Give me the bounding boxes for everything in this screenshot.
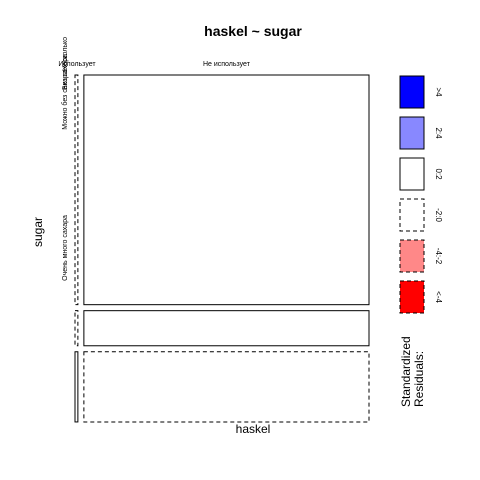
mosaic-tile (83, 74, 370, 306)
x-axis-label: haskel (236, 422, 271, 436)
y-axis-label: sugar (31, 217, 45, 247)
legend-label: 2:4 (434, 127, 443, 139)
legend-swatch (399, 157, 425, 191)
y-category-label-overlap: Несколько (62, 37, 69, 71)
legend-swatch (399, 198, 425, 232)
mosaic-tiles (74, 74, 370, 423)
x-category-label: Не использует (203, 61, 251, 68)
legend-swatch (399, 75, 425, 109)
mosaic-tile (83, 310, 370, 347)
legend-label: 0:2 (434, 168, 443, 180)
legend-swatch (399, 239, 425, 273)
legend-label: -4:-2 (434, 248, 443, 265)
y-category-label: Очень много сахара (62, 215, 69, 281)
mosaic-tile (74, 74, 79, 306)
legend-label: >4 (434, 87, 443, 97)
legend: >4 2:4 0:2 -2:0 -4:-2 <-4 Standardized Residual… (399, 75, 443, 407)
legend-title: Residuals: (412, 351, 426, 407)
mosaic-tile (74, 310, 79, 347)
legend-title: Standardized (399, 336, 413, 407)
mosaic-tile (74, 351, 79, 423)
legend-swatch (399, 280, 425, 314)
legend-label: -2:0 (434, 208, 443, 222)
legend-label: <-4 (434, 291, 443, 303)
chart-title: haskel ~ sugar (204, 23, 302, 39)
x-category-labels: Использует Не использует (58, 61, 250, 68)
mosaic-tile (83, 351, 370, 423)
y-category-label: Без сахара (62, 54, 69, 90)
y-category-label: Можно без сахара (61, 70, 69, 130)
legend-swatch (399, 116, 425, 150)
x-category-label: Использует (58, 61, 96, 68)
